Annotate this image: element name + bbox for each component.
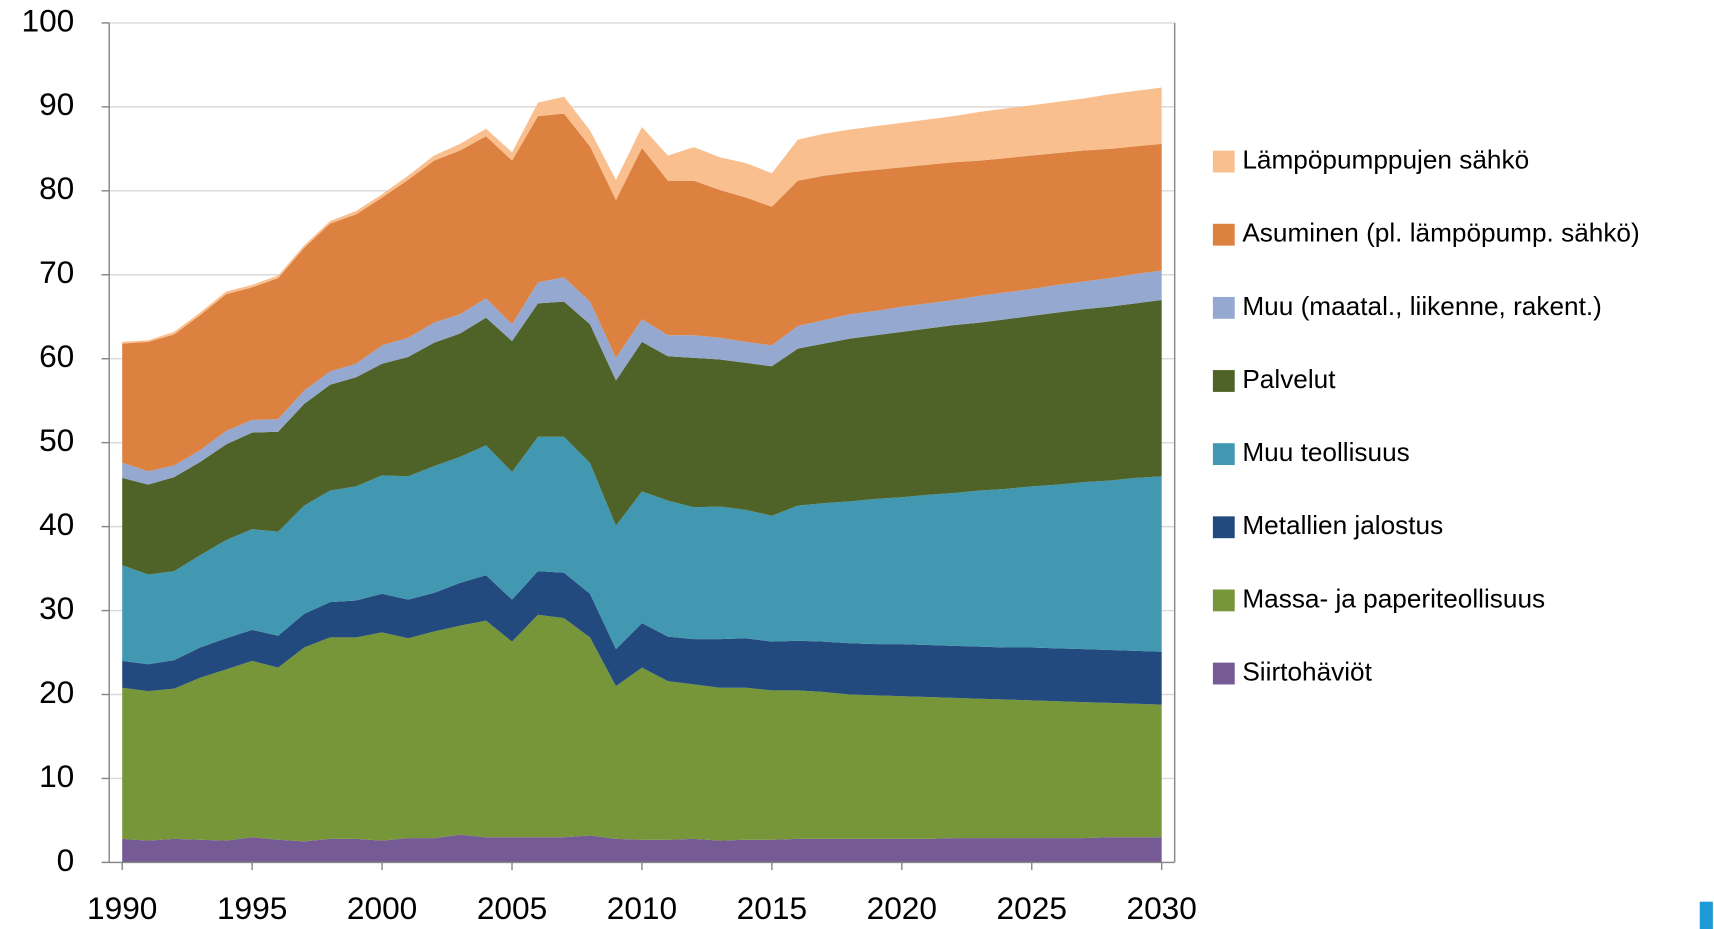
legend-swatch bbox=[1212, 516, 1235, 539]
legend-swatch bbox=[1212, 662, 1235, 685]
y-tick-label: 90 bbox=[39, 86, 74, 122]
area bbox=[122, 113, 1162, 472]
y-tick-label: 60 bbox=[39, 338, 74, 374]
area bbox=[122, 87, 1162, 344]
y-tick-label: 10 bbox=[39, 758, 74, 794]
legend-label: Metallien jalostus bbox=[1242, 510, 1443, 540]
x-tick-label: 1990 bbox=[87, 890, 157, 926]
y-tick-label: 0 bbox=[57, 842, 75, 878]
legend-label: Siirtohäviöt bbox=[1242, 656, 1372, 686]
area bbox=[122, 299, 1162, 575]
legend-swatch bbox=[1212, 370, 1235, 392]
x-tick-label: 2015 bbox=[737, 890, 807, 926]
legend-label: Asuminen (pl. lämpöpump. sähkö) bbox=[1242, 218, 1639, 248]
area bbox=[122, 270, 1162, 485]
legend-swatch bbox=[1212, 589, 1235, 612]
x-tick-label: 2030 bbox=[1126, 890, 1196, 926]
x-tick-label: 2005 bbox=[477, 890, 547, 926]
legend-label: Palvelut bbox=[1242, 364, 1336, 394]
legend-label: Muu (maatal., liikenne, rakent.) bbox=[1242, 291, 1602, 321]
y-tick-label: 80 bbox=[39, 170, 74, 206]
y-tick-label: 40 bbox=[39, 506, 74, 542]
y-tick-label: 30 bbox=[39, 590, 74, 626]
y-tick-label: 100 bbox=[21, 2, 74, 38]
legend-label: Massa- ja paperiteollisuus bbox=[1242, 583, 1545, 613]
x-tick-label: 2020 bbox=[867, 890, 937, 926]
corner-decoration bbox=[1699, 901, 1713, 929]
legend-swatch bbox=[1212, 150, 1235, 173]
legend-swatch bbox=[1212, 296, 1235, 319]
x-tick-label: 2025 bbox=[997, 890, 1067, 926]
area bbox=[122, 436, 1162, 665]
y-tick-label: 50 bbox=[39, 422, 74, 458]
x-tick-label: 2000 bbox=[347, 890, 417, 926]
legend-label: Lämpöpumppujen sähkö bbox=[1242, 144, 1529, 174]
legend-swatch bbox=[1212, 443, 1235, 466]
area bbox=[122, 571, 1162, 705]
x-tick-label: 1995 bbox=[217, 890, 287, 926]
legend-swatch bbox=[1212, 223, 1235, 246]
y-tick-label: 20 bbox=[39, 674, 74, 710]
y-tick-label: 70 bbox=[39, 254, 74, 290]
area bbox=[122, 614, 1162, 842]
area bbox=[122, 834, 1162, 863]
legend-label: Muu teollisuus bbox=[1242, 437, 1409, 467]
x-tick-label: 2010 bbox=[607, 890, 677, 926]
